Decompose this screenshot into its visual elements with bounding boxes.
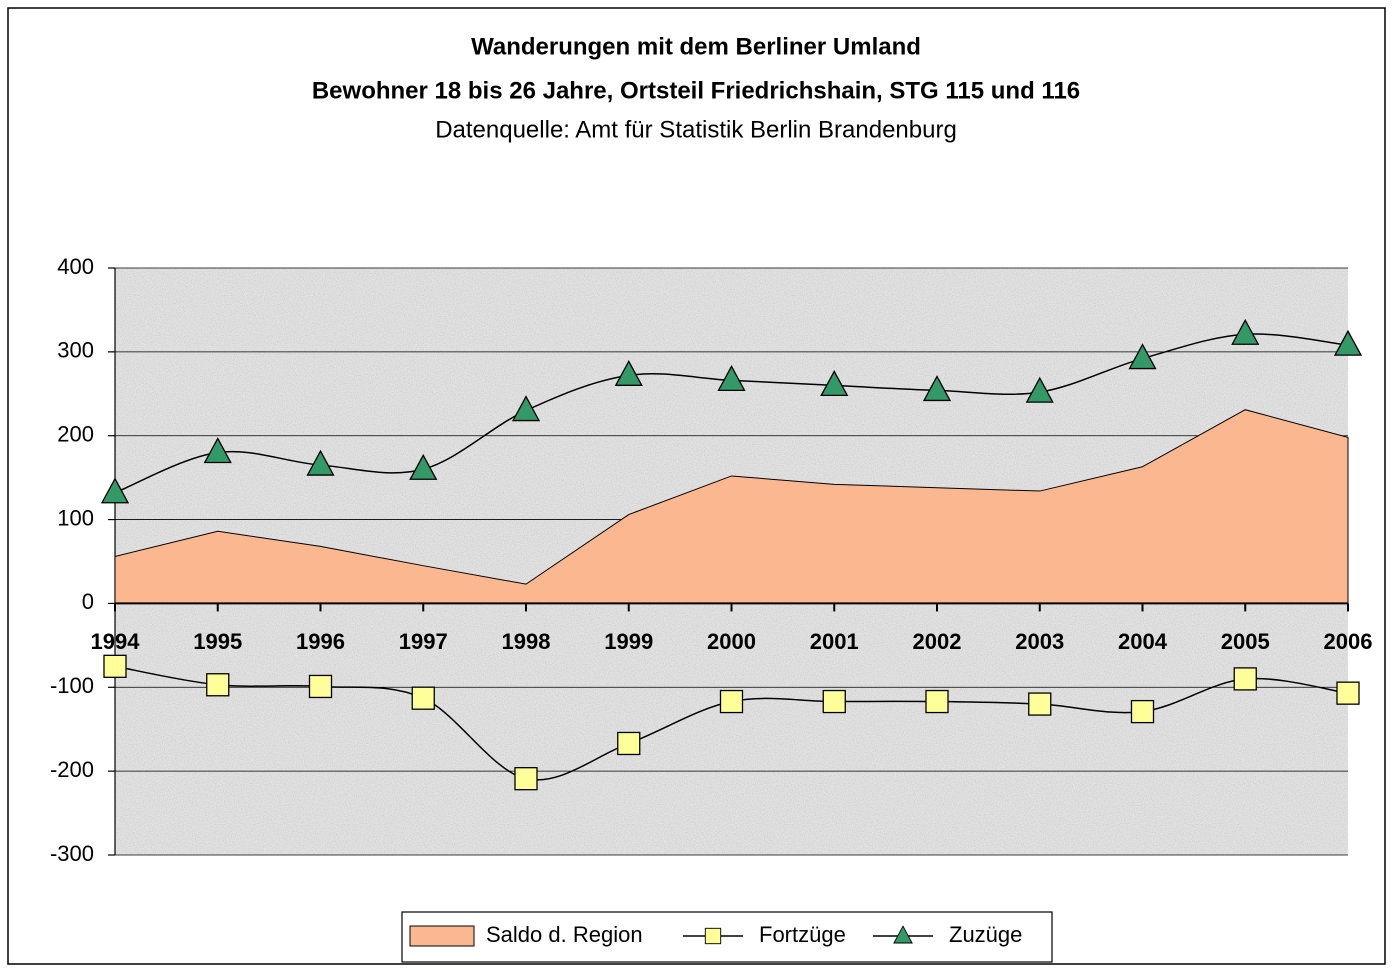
marker-square [617, 731, 641, 756]
marker-triangle [893, 925, 913, 944]
x-tick-label: 2000 [707, 629, 756, 654]
marker-triangle [1025, 376, 1054, 403]
marker-triangle [409, 453, 438, 480]
x-tick-label: 2003 [1015, 629, 1064, 654]
chart-title: Wanderungen mit dem Berliner Umland [471, 33, 921, 60]
legend-label: Saldo d. Region [486, 922, 643, 947]
chart-subtitle: Bewohner 18 bis 26 Jahre, Ortsteil Fried… [312, 77, 1080, 104]
marker-triangle [614, 359, 643, 386]
marker-square [206, 673, 230, 697]
marker-square [308, 674, 333, 699]
legend-marker [704, 927, 722, 945]
marker-square [1130, 699, 1155, 724]
legend-label: Zuzüge [949, 922, 1022, 947]
marker-triangle [100, 477, 130, 504]
x-tick-label: 1995 [193, 629, 242, 654]
x-tick-label: 1997 [399, 629, 448, 654]
marker-triangle [1231, 318, 1260, 345]
marker-square [1336, 681, 1360, 705]
marker-triangle [306, 449, 335, 476]
marker-triangle [820, 370, 849, 397]
x-tick-label: 2001 [810, 629, 859, 654]
marker-triangle [922, 375, 952, 402]
y-tick-label: 0 [82, 589, 94, 614]
marker-triangle [203, 437, 232, 464]
x-tick-label: 1998 [502, 629, 551, 654]
marker-square [1233, 667, 1257, 691]
x-tick-label: 2002 [913, 629, 962, 654]
chart-source: Datenquelle: Amt für Statistik Berlin Br… [435, 116, 957, 143]
marker-triangle [717, 365, 746, 392]
marker-square [822, 689, 846, 714]
marker-square [514, 767, 538, 791]
x-tick-label: 2004 [1118, 629, 1168, 654]
legend: Saldo d. Region Fortzüge Zuzüge [409, 922, 1022, 947]
y-tick-label: -100 [50, 673, 94, 698]
x-tick-label: 2006 [1324, 629, 1373, 654]
area [114, 409, 1349, 604]
marker-square [103, 654, 127, 678]
legend-swatch [409, 925, 475, 947]
marker-square [704, 927, 722, 945]
x-tick-label: 1999 [604, 629, 653, 654]
marker-square [411, 686, 435, 710]
legend-marker [893, 925, 913, 944]
x-tick-label: 1994 [91, 629, 141, 654]
y-tick-label: 400 [57, 254, 94, 279]
marks: 1994 1995 1996 1997 1998 1999 2000 2001 2002 2003… [91, 318, 1373, 791]
x-tick-label: 1996 [296, 629, 345, 654]
legend-box [401, 911, 1053, 963]
y-tick-label: -200 [50, 757, 94, 782]
y-tick-label: 200 [57, 422, 94, 447]
marker-square [925, 689, 949, 714]
x-tick-label: 2005 [1221, 629, 1270, 654]
marker-square [1028, 692, 1052, 716]
marker-triangle [511, 395, 541, 422]
marker-triangle [1128, 343, 1157, 370]
legend-label: Fortzüge [759, 922, 846, 947]
marker-square [719, 689, 744, 714]
y-tick-label: 100 [57, 505, 94, 530]
y-tick-label: -300 [50, 841, 94, 866]
y-tick-label: 300 [57, 338, 94, 363]
marker-triangle [1333, 329, 1363, 356]
